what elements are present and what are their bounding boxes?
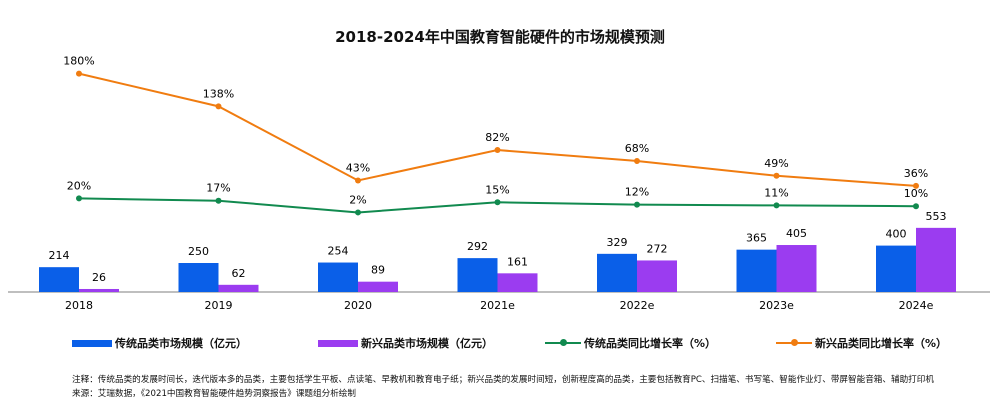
legend-item-emerging-growth: 新兴品类同比增长率（%） <box>776 335 947 351</box>
bar-traditional <box>457 258 498 292</box>
bar-value-label: 329 <box>607 236 628 249</box>
line-value-label: 10% <box>904 187 928 200</box>
bar-value-label: 26 <box>92 271 106 284</box>
legend-line <box>545 339 581 346</box>
line-point <box>494 199 501 206</box>
bar-value-label: 214 <box>49 249 70 262</box>
bar-value-label: 89 <box>371 264 385 277</box>
legend-item-traditional-growth: 传统品类同比增长率（%） <box>545 335 716 351</box>
bar-emerging <box>637 260 677 292</box>
line-point <box>76 195 82 202</box>
bar-emerging <box>776 245 817 292</box>
x-tick-label: 2023e <box>759 299 794 312</box>
bar-traditional <box>597 253 637 292</box>
line-value-label: 49% <box>764 157 788 170</box>
x-tick-label: 2020 <box>344 299 372 312</box>
line-point <box>634 157 640 164</box>
x-tick-label: 2024e <box>899 299 934 312</box>
line-point <box>913 203 919 210</box>
line-value-label: 11% <box>764 186 788 199</box>
line-value-label: 68% <box>625 142 649 155</box>
chart-plot: 2018 2019 2020 2021e 2022e 2023e 2024e 214 250 25… <box>8 55 990 312</box>
x-tick-label: 2022e <box>620 299 655 312</box>
legend-swatch <box>72 339 112 347</box>
legend-label: 传统品类同比增长率（%） <box>584 337 717 350</box>
line-value-label: 15% <box>485 183 509 196</box>
bar-emerging <box>218 284 259 292</box>
line-point <box>913 182 919 189</box>
legend-item-traditional-size: 传统品类市场规模（亿元） <box>72 335 247 351</box>
line-value-label: 36% <box>904 167 928 180</box>
line-value-label: 180% <box>63 55 94 68</box>
line-value-label: 82% <box>485 131 509 144</box>
bar-traditional <box>318 262 358 292</box>
legend-line <box>776 339 812 346</box>
bar-value-label: 250 <box>188 245 209 258</box>
bar-emerging <box>79 288 119 292</box>
line-point <box>355 177 361 184</box>
line-point <box>215 197 222 204</box>
line-point <box>634 201 640 208</box>
line-point <box>773 172 780 179</box>
line-point <box>76 70 82 77</box>
bar-emerging <box>358 281 398 292</box>
bar-traditional <box>876 245 916 292</box>
line-value-label: 12% <box>625 186 649 199</box>
legend-label: 新兴品类市场规模（亿元） <box>361 337 493 350</box>
x-tick-label: 2018 <box>65 299 93 312</box>
bar-traditional <box>39 267 79 292</box>
line-value-label: 20% <box>67 179 91 192</box>
bar-value-label: 365 <box>746 232 767 245</box>
bar-value-label: 62 <box>232 267 246 280</box>
line-point <box>494 147 501 154</box>
bar-value-label: 405 <box>786 227 807 240</box>
line-value-label: 2% <box>349 193 366 206</box>
legend-item-emerging-size: 新兴品类市场规模（亿元） <box>318 335 493 351</box>
bar-value-label: 400 <box>886 228 907 241</box>
source-note: 来源：艾瑞数据，《2021中国教育智能硬件趋势洞察报告》课题组分析绘制 <box>72 389 356 399</box>
line-value-label: 43% <box>346 161 370 174</box>
bar-emerging <box>916 227 956 292</box>
footnote: 注释：传统品类的发展时间长，迭代版本多的品类，主要包括学生平板、点读笔、早教机和… <box>72 375 934 385</box>
bar-emerging <box>497 273 538 292</box>
bar-traditional <box>178 263 219 292</box>
x-tick-label: 2019 <box>205 299 233 312</box>
line-value-label: 138% <box>203 87 234 100</box>
legend-label: 传统品类市场规模（亿元） <box>115 337 247 350</box>
line-point <box>215 103 222 110</box>
line-point <box>355 209 361 216</box>
bar-value-label: 553 <box>926 210 947 223</box>
bar-value-label: 161 <box>507 255 528 268</box>
chart-title: 2018-2024年中国教育智能硬件的市场规模预测 <box>335 28 665 46</box>
x-tick-label: 2021e <box>480 299 515 312</box>
line-value-label: 17% <box>206 182 230 195</box>
line-point <box>773 202 780 209</box>
bar-value-label: 272 <box>647 242 668 255</box>
legend-label: 新兴品类同比增长率（%） <box>815 337 948 350</box>
legend-swatch <box>318 339 358 347</box>
bar-value-label: 292 <box>467 240 488 253</box>
bar-traditional <box>736 249 777 292</box>
bar-value-label: 254 <box>328 245 349 258</box>
